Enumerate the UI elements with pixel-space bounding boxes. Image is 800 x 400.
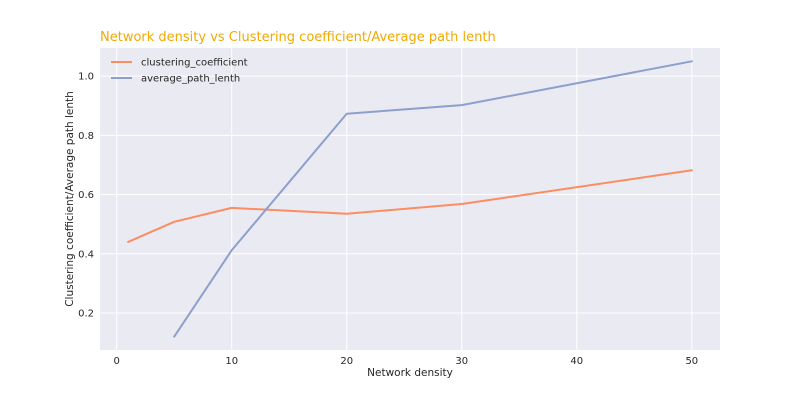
y-tick-label: 0.2	[78, 308, 94, 319]
grid-lines	[100, 48, 720, 350]
chart-title: Network density vs Clustering coefficien…	[100, 30, 496, 45]
legend-label: clustering_coefficient	[141, 58, 248, 69]
y-axis-ticks: 0.2 0.4 0.6 0.8 1.0	[78, 72, 94, 320]
y-tick-label: 0.6	[78, 190, 94, 201]
y-tick-label: 0.4	[78, 249, 94, 260]
series-layer	[127, 60, 693, 338]
y-tick-label: 0.8	[78, 131, 94, 142]
x-axis-ticks: 0 10 20 30 40 50	[113, 356, 698, 367]
series-line-clustering-coefficient	[127, 169, 693, 243]
x-tick-label: 50	[685, 356, 698, 367]
x-tick-label: 10	[225, 356, 238, 367]
x-tick-label: 40	[570, 356, 583, 367]
plot-background	[100, 48, 720, 350]
x-tick-label: 30	[455, 356, 468, 367]
x-axis-label: Network density	[367, 367, 453, 379]
x-tick-label: 20	[340, 356, 353, 367]
legend: clustering_coefficient average_path_lenth	[111, 58, 248, 85]
y-axis-label: Clustering coefficient/Average path lent…	[64, 91, 76, 307]
legend-label: average_path_lenth	[141, 74, 240, 85]
y-tick-label: 1.0	[78, 72, 94, 83]
x-tick-label: 0	[113, 356, 119, 367]
